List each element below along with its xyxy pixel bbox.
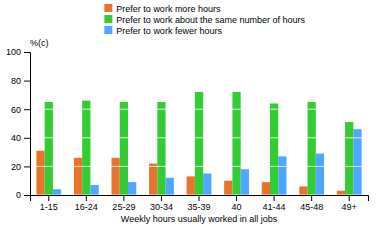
y-tick-label: 100 bbox=[6, 47, 21, 57]
x-tick-label: 16-24 bbox=[75, 202, 98, 212]
bar bbox=[270, 103, 278, 195]
bars bbox=[36, 92, 361, 195]
x-tick: 49+ bbox=[342, 195, 357, 212]
bar bbox=[90, 185, 98, 195]
bar bbox=[53, 189, 61, 195]
x-tick: 45-48 bbox=[300, 195, 323, 212]
bar bbox=[128, 182, 136, 195]
x-tick: 1-15 bbox=[40, 195, 58, 212]
y-tick-label: 60 bbox=[11, 105, 21, 115]
y-tick-mark bbox=[24, 109, 30, 110]
y-tick: 40 bbox=[11, 133, 30, 143]
x-tick: 35-39 bbox=[187, 195, 210, 212]
bar bbox=[345, 122, 353, 195]
bar bbox=[241, 169, 249, 195]
bar-series bbox=[53, 129, 362, 195]
legend-label: Prefer to work about the same number of … bbox=[116, 15, 305, 25]
grid-line bbox=[30, 52, 368, 53]
y-tick-label: 80 bbox=[11, 76, 21, 86]
x-tick-mark bbox=[236, 195, 237, 201]
x-tick-label: 30-34 bbox=[150, 202, 173, 212]
y-axis-line bbox=[24, 53, 31, 196]
x-tick-label: 1-15 bbox=[40, 202, 58, 212]
x-tick-label: 25-29 bbox=[112, 202, 135, 212]
bar-series bbox=[45, 92, 354, 195]
legend-swatch bbox=[104, 4, 112, 12]
x-tick-mark bbox=[161, 195, 162, 201]
legend-swatch bbox=[104, 15, 112, 23]
x-tick-mark bbox=[48, 195, 49, 201]
bar bbox=[74, 158, 82, 195]
bar bbox=[299, 186, 307, 195]
bar bbox=[203, 174, 211, 195]
y-label: %(c) bbox=[30, 38, 49, 48]
y-tick: 20 bbox=[11, 162, 30, 172]
y-tick-label: 40 bbox=[11, 133, 21, 143]
y-tick-mark bbox=[24, 52, 30, 53]
x-tick-mark bbox=[274, 195, 275, 201]
legend-item: Prefer to work about the same number of … bbox=[104, 15, 305, 25]
bar bbox=[308, 102, 316, 195]
x-tick-label: 41-44 bbox=[263, 202, 286, 212]
bar bbox=[232, 92, 240, 195]
x-axis: 1-15 16-24 25-29 30-34 35-39 40 41-44 45-48 49+ bbox=[31, 195, 369, 212]
y-tick-mark bbox=[24, 166, 30, 167]
bar bbox=[157, 102, 165, 195]
x-tick: 16-24 bbox=[75, 195, 98, 212]
bar bbox=[316, 154, 324, 195]
x-tick: 25-29 bbox=[112, 195, 135, 212]
grid-line bbox=[30, 109, 368, 110]
legend-label: Prefer to work more hours bbox=[116, 4, 221, 14]
bar bbox=[224, 181, 232, 195]
grid-line bbox=[30, 166, 368, 167]
x-tick-label: 49+ bbox=[342, 202, 357, 212]
bar bbox=[262, 182, 270, 195]
bar bbox=[36, 151, 44, 195]
y-tick-mark bbox=[24, 138, 30, 139]
x-tick: 30-34 bbox=[150, 195, 173, 212]
x-tick-mark bbox=[123, 195, 124, 201]
x-tick-mark bbox=[199, 195, 200, 201]
y-tick-label: 20 bbox=[11, 162, 21, 172]
bar bbox=[166, 178, 174, 195]
legend-label: Prefer to work fewer hours bbox=[116, 26, 222, 36]
bar bbox=[337, 191, 345, 195]
x-axis-line bbox=[31, 196, 369, 202]
bar bbox=[82, 101, 90, 195]
y-tick: 60 bbox=[11, 105, 30, 115]
x-tick: 41-44 bbox=[263, 195, 286, 212]
legend: Prefer to work more hoursPrefer to work … bbox=[104, 4, 305, 36]
x-label: Weekly hours usually worked in all jobs bbox=[121, 214, 278, 224]
y-tick: 0 bbox=[16, 190, 30, 200]
x-tick-label: 40 bbox=[232, 202, 242, 212]
bar bbox=[45, 102, 53, 195]
x-tick-mark bbox=[349, 195, 350, 201]
bar bbox=[120, 102, 128, 195]
bar bbox=[195, 92, 203, 195]
bar bbox=[187, 176, 195, 195]
bar bbox=[149, 164, 157, 195]
x-tick-mark bbox=[311, 195, 312, 201]
legend-item: Prefer to work more hours bbox=[104, 4, 221, 14]
y-tick: 100 bbox=[6, 47, 30, 57]
y-tick-label: 0 bbox=[16, 190, 21, 200]
plot: 0 20 40 60 80 100 1-15 16-24 25-29 30-34 35-39 40 41… bbox=[6, 47, 369, 212]
legend-swatch bbox=[104, 26, 112, 34]
x-tick-label: 45-48 bbox=[300, 202, 323, 212]
grid-line bbox=[30, 80, 368, 81]
bar bbox=[111, 158, 119, 195]
x-tick-mark bbox=[86, 195, 87, 201]
x-tick: 40 bbox=[232, 195, 242, 212]
y-tick: 80 bbox=[11, 76, 30, 86]
bar bbox=[278, 156, 286, 195]
grid-line bbox=[30, 137, 368, 138]
chart: 0 20 40 60 80 100 1-15 16-24 25-29 30-34 35-39 40 41… bbox=[0, 0, 378, 227]
grid bbox=[30, 52, 368, 195]
y-axis: 0 20 40 60 80 100 bbox=[6, 47, 31, 200]
y-tick-mark bbox=[24, 81, 30, 82]
legend-item: Prefer to work fewer hours bbox=[104, 26, 222, 36]
y-tick-mark bbox=[24, 195, 30, 196]
x-tick-label: 35-39 bbox=[187, 202, 210, 212]
bar bbox=[353, 129, 361, 195]
